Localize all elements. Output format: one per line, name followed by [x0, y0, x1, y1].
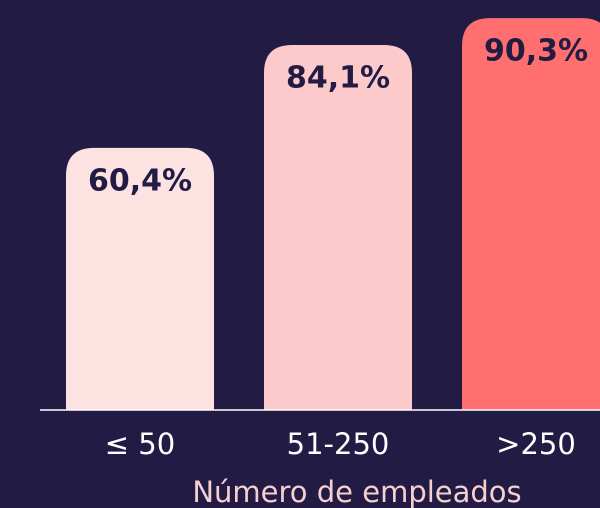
x-tick-label: >250 [496, 427, 576, 461]
x-tick-label: ≤ 50 [105, 427, 175, 461]
bar [66, 147, 214, 410]
value-label: 90,3% [484, 34, 588, 69]
x-tick-label: 51-250 [287, 427, 390, 461]
bar [462, 18, 600, 410]
value-label: 84,1% [286, 61, 390, 96]
value-label: 60,4% [88, 163, 192, 198]
bar [264, 45, 412, 410]
x-axis-label: Número de empleados [192, 475, 521, 508]
